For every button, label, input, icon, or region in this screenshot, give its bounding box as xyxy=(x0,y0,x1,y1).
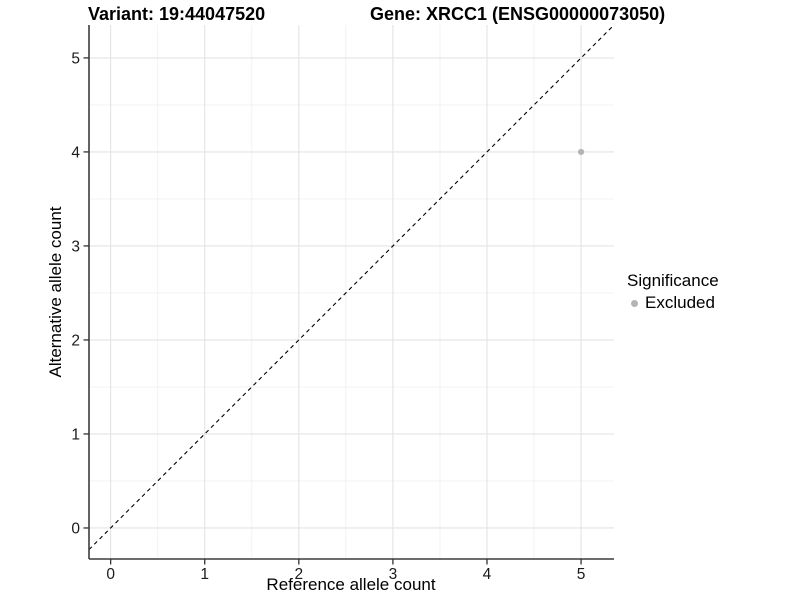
legend-point-icon xyxy=(631,299,638,307)
x-tick-label: 0 xyxy=(106,566,115,583)
x-axis-title: Reference allele count xyxy=(266,575,436,594)
y-tick-label: 2 xyxy=(71,332,80,349)
y-tick-label: 0 xyxy=(71,520,80,537)
x-tick-label: 2 xyxy=(294,566,303,583)
legend-entry: Excluded xyxy=(627,293,719,313)
data-point xyxy=(577,148,585,156)
legend: Significance Excluded xyxy=(627,271,719,313)
y-tick-label: 1 xyxy=(71,426,80,443)
legend-entry-label: Excluded xyxy=(645,293,715,312)
x-tick-label: 5 xyxy=(577,566,586,583)
y-tick-label: 3 xyxy=(71,238,80,255)
variant-title: Variant: 19:44047520 xyxy=(88,4,266,24)
x-tick-label: 4 xyxy=(483,566,492,583)
x-tick-label: 1 xyxy=(200,566,209,583)
legend-title: Significance xyxy=(627,271,719,290)
y-tick-label: 4 xyxy=(71,144,80,161)
y-axis-title: Alternative allele count xyxy=(46,206,65,378)
x-tick-label: 3 xyxy=(389,566,398,583)
gene-title: Gene: XRCC1 (ENSG00000073050) xyxy=(370,4,666,24)
identity-dashed-line xyxy=(88,24,615,550)
y-tick-label: 5 xyxy=(71,50,80,67)
